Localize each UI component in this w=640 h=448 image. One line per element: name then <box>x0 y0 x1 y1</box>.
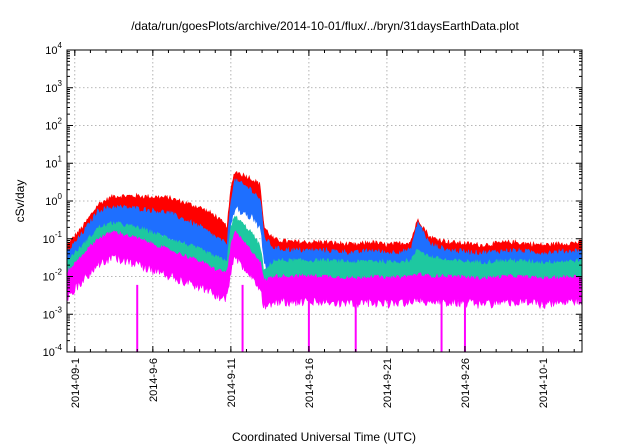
y-tick-label: 101 <box>45 154 62 170</box>
y-tick-label: 10-1 <box>43 230 63 246</box>
y-tick-label: 103 <box>45 79 62 95</box>
chart-title: /data/run/goesPlots/archive/2014-10-01/f… <box>131 19 519 33</box>
y-tick-label: 100 <box>45 192 62 208</box>
y-axis-label: cSv/day <box>13 180 27 223</box>
y-tick-label: 104 <box>45 41 62 57</box>
series-band <box>67 230 582 310</box>
x-axis-label: Coordinated Universal Time (UTC) <box>232 430 416 444</box>
y-axis-ticks: 10-4 10-3 10-2 10-1 100 101 102 103 104 <box>43 41 582 359</box>
x-tick-label: 2014-9-6 <box>148 358 160 402</box>
y-tick-label: 102 <box>45 117 62 133</box>
series-layer <box>67 170 582 310</box>
x-tick-label: 2014-09-1 <box>70 358 82 408</box>
y-tick-label: 10-2 <box>43 268 63 284</box>
series-band <box>67 178 582 286</box>
y-tick-label: 10-3 <box>43 305 63 321</box>
x-tick-label: 2014-9-11 <box>226 358 238 407</box>
x-tick-label: 2014-10-1 <box>538 358 550 408</box>
x-tick-label: 2014-9-16 <box>304 358 316 408</box>
plot-area <box>67 170 582 352</box>
x-axis-ticks: 2014-09-1 2014-9-6 2014-9-11 2014-9-16 2014-… <box>70 50 575 408</box>
x-tick-label: 2014-9-26 <box>460 358 472 408</box>
x-tick-label: 2014-9-21 <box>382 358 394 408</box>
dropout-layer <box>136 284 466 352</box>
y-tick-label: 10-4 <box>43 343 63 359</box>
